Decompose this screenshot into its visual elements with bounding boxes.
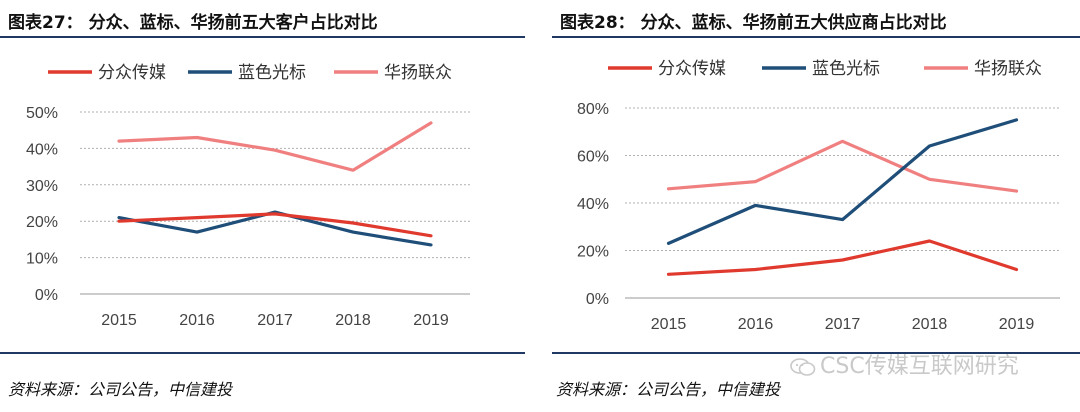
y-tick-label: 80% xyxy=(577,101,609,118)
y-tick-label: 0% xyxy=(35,287,58,304)
y-tick-label: 20% xyxy=(26,214,58,231)
x-tick-label: 2017 xyxy=(825,316,861,333)
x-tick-label: 2015 xyxy=(101,312,137,329)
source-note-right: 资料来源：公司公告，中信建投 xyxy=(556,380,781,399)
x-tick-label: 2017 xyxy=(257,312,293,329)
bottom-divider-left xyxy=(0,352,525,354)
series-line-huayang xyxy=(117,121,433,172)
series-line-fenzhong xyxy=(666,239,1019,276)
x-tick-label: 2018 xyxy=(912,316,948,333)
y-tick-label: 30% xyxy=(26,178,58,195)
legend-label: 分众传媒 xyxy=(658,59,726,79)
y-tick-label: 50% xyxy=(26,105,58,122)
legend-label: 华扬联众 xyxy=(384,63,452,83)
series-line-huayang xyxy=(666,139,1019,193)
y-tick-label: 60% xyxy=(577,149,609,166)
series-line-lanse xyxy=(666,118,1019,245)
chart-panel-customers: 图表27： 分众、蓝标、华扬前五大客户占比对比 0% 10% 20% 30% 40% 50… xyxy=(0,0,525,360)
x-tick-label: 2019 xyxy=(413,312,449,329)
title-divider xyxy=(552,36,1080,38)
y-tick-label: 20% xyxy=(577,244,609,261)
suppliers-line-chart: 0% 20% 40% 60% 80% 2015 2016 2017 2018 2019 分众传媒 蓝色… xyxy=(577,59,1060,333)
x-tick-label: 2018 xyxy=(335,312,371,329)
y-tick-label: 0% xyxy=(586,291,609,308)
x-tick-label: 2016 xyxy=(738,316,774,333)
series-line-fenzhong xyxy=(117,212,433,238)
watermark-text: CSC传媒互联网研究 xyxy=(820,354,1019,379)
watermark: CSC传媒互联网研究 xyxy=(790,348,1019,380)
legend-label: 分众传媒 xyxy=(98,63,166,83)
y-tick-label: 40% xyxy=(26,141,58,158)
legend-label: 蓝色光标 xyxy=(238,63,306,83)
x-tick-label: 2019 xyxy=(999,316,1035,333)
legend-label: 蓝色光标 xyxy=(812,59,880,79)
y-tick-label: 40% xyxy=(577,196,609,213)
legend-label: 华扬联众 xyxy=(974,59,1042,79)
chart-title: 图表27： 分众、蓝标、华扬前五大客户占比对比 xyxy=(8,13,378,33)
bottom-divider-right xyxy=(552,352,1080,354)
wechat-icon xyxy=(790,358,816,376)
x-tick-label: 2015 xyxy=(651,316,687,333)
y-tick-label: 10% xyxy=(26,251,58,268)
chart-title: 图表28： 分众、蓝标、华扬前五大供应商占比对比 xyxy=(560,13,947,33)
chart-panel-suppliers: 图表28： 分众、蓝标、华扬前五大供应商占比对比 0% 20% 40% 60% 80% 2… xyxy=(552,0,1080,360)
source-note-left: 资料来源：公司公告，中信建投 xyxy=(8,380,233,399)
customers-line-chart: 0% 10% 20% 30% 40% 50% 2015 2016 2017 2018 2019 分众传… xyxy=(26,63,470,329)
x-tick-label: 2016 xyxy=(179,312,215,329)
title-divider xyxy=(0,36,525,38)
